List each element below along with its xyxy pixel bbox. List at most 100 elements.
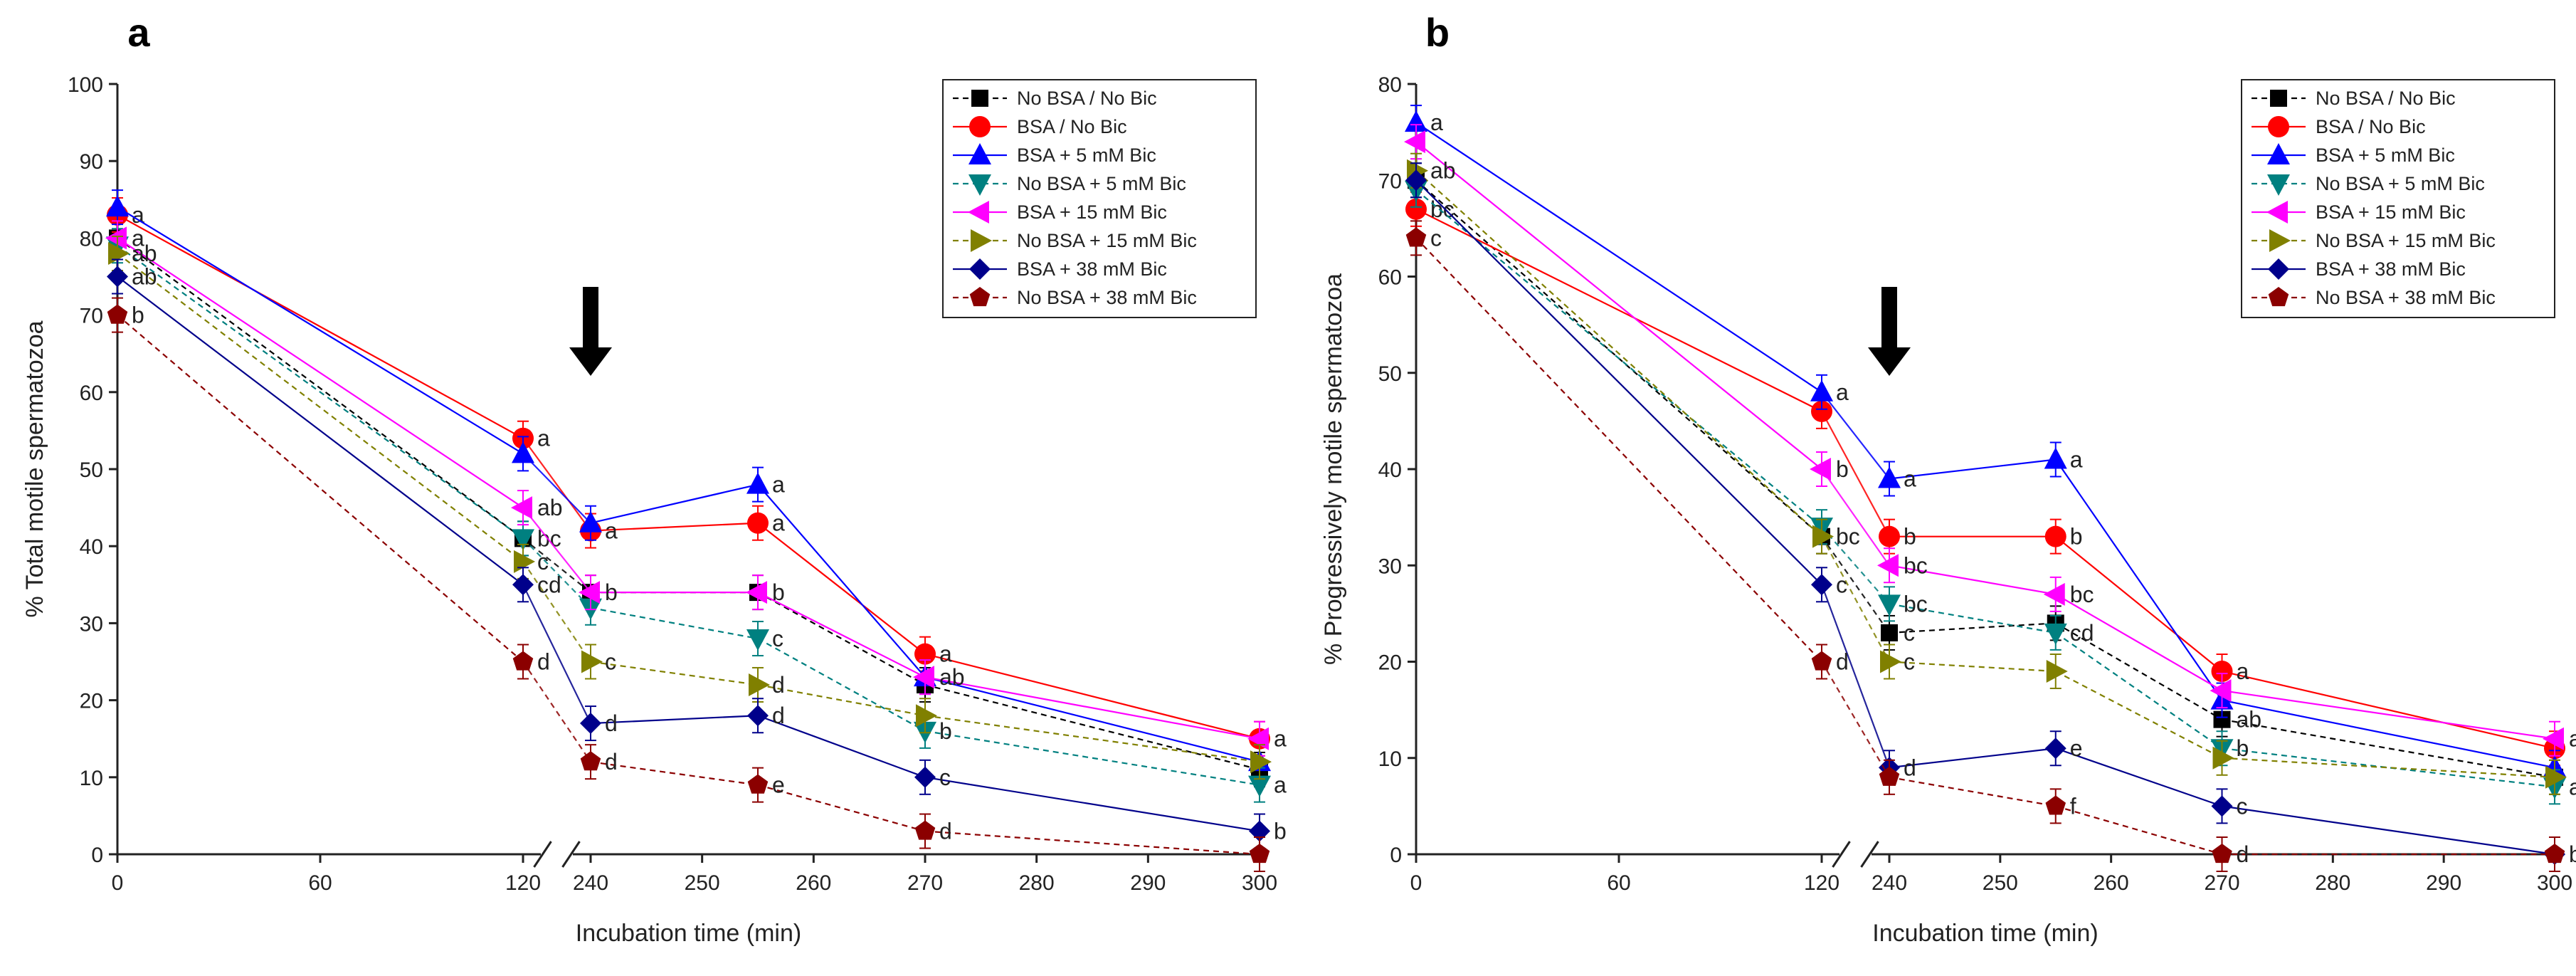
data-point bbox=[1811, 651, 1832, 671]
significance-label: c bbox=[1836, 572, 1847, 597]
legend-marker bbox=[2268, 116, 2289, 137]
legend-marker bbox=[2267, 174, 2290, 196]
significance-label: b bbox=[1904, 524, 1916, 550]
significance-label: ab bbox=[537, 495, 563, 520]
significance-label: c bbox=[1904, 649, 1915, 675]
significance-label: bc bbox=[2070, 582, 2094, 607]
series-line-segment bbox=[1889, 661, 2056, 673]
data-point bbox=[2044, 525, 2066, 547]
y-axis-title: % Progressively motile spermatozoa bbox=[1320, 273, 1347, 665]
series-line-segment bbox=[2222, 718, 2555, 778]
significance-label: d bbox=[537, 649, 550, 675]
series-line-segment bbox=[117, 314, 524, 663]
series-line-segment bbox=[757, 638, 926, 732]
data-point bbox=[747, 774, 769, 794]
data-point bbox=[1878, 466, 1901, 488]
data-point bbox=[107, 304, 128, 324]
legend-entry: BSA + 15 mM Bic bbox=[1017, 201, 1167, 223]
x-tick-label: 260 bbox=[2094, 871, 2129, 895]
y-tick-label: 10 bbox=[1378, 747, 1402, 771]
series-line-segment bbox=[2222, 805, 2555, 856]
data-point bbox=[1405, 227, 1427, 247]
significance-label: d bbox=[605, 710, 618, 736]
significance-label: b bbox=[772, 579, 785, 605]
data-point bbox=[512, 441, 534, 463]
x-tick-label: 280 bbox=[2315, 871, 2350, 895]
series-line-segment bbox=[522, 507, 591, 593]
legend-marker bbox=[969, 287, 991, 307]
data-point bbox=[512, 651, 534, 671]
y-tick-label: 50 bbox=[1378, 362, 1402, 386]
data-point bbox=[1880, 650, 1901, 673]
data-point bbox=[747, 512, 769, 534]
legend-entry: No BSA + 38 mM Bic bbox=[1017, 287, 1197, 308]
significance-label: a bbox=[1836, 379, 1849, 405]
series-line-segment bbox=[1821, 468, 1890, 566]
significance-label: b bbox=[132, 303, 144, 328]
y-tick-label: 10 bbox=[80, 767, 103, 790]
significance-label: b bbox=[2237, 735, 2249, 761]
series-line-segment bbox=[924, 676, 1260, 763]
data-point bbox=[1405, 169, 1427, 191]
series-line-segment bbox=[522, 661, 591, 762]
data-point bbox=[746, 472, 769, 494]
legend-entry: No BSA + 5 mM Bic bbox=[1017, 173, 1186, 194]
data-point bbox=[106, 195, 129, 217]
y-tick-label: 100 bbox=[68, 73, 103, 97]
arrow-down-icon bbox=[1868, 347, 1911, 376]
data-point bbox=[1404, 130, 1425, 154]
series-line-segment bbox=[757, 683, 926, 717]
significance-label: b bbox=[2070, 524, 2083, 550]
legend-entry: BSA / No Bic bbox=[2316, 116, 2426, 137]
series-line-segment bbox=[1415, 237, 1822, 663]
series-line-segment bbox=[1889, 458, 2056, 480]
significance-label: bc bbox=[1904, 552, 1928, 578]
significance-label: ab bbox=[1430, 158, 1456, 184]
significance-label: c bbox=[1904, 620, 1915, 646]
data-point bbox=[2044, 447, 2067, 469]
legend-entry: No BSA / No Bic bbox=[2316, 88, 2456, 109]
series-line-segment bbox=[522, 453, 591, 524]
data-point bbox=[916, 704, 937, 728]
legend-marker bbox=[968, 201, 989, 224]
legend-entry: No BSA / No Bic bbox=[1017, 88, 1157, 109]
y-tick-label: 0 bbox=[1390, 844, 1402, 867]
x-axis-title: Incubation time (min) bbox=[576, 920, 801, 947]
data-point bbox=[2212, 746, 2234, 770]
series-line-segment bbox=[1415, 169, 1822, 537]
data-point bbox=[2544, 844, 2565, 864]
data-point bbox=[1248, 775, 1271, 797]
y-tick-label: 30 bbox=[80, 612, 103, 636]
series-line-segment bbox=[2222, 699, 2555, 769]
significance-label: c bbox=[2237, 793, 2248, 819]
legend-marker bbox=[968, 143, 991, 164]
series-line-segment bbox=[1889, 747, 2056, 769]
significance-label: d bbox=[1904, 755, 1916, 780]
series-line-segment bbox=[757, 715, 926, 778]
x-tick-label: 270 bbox=[2204, 871, 2239, 895]
data-point bbox=[1879, 766, 1900, 786]
significance-label: a bbox=[132, 225, 144, 251]
series-line-segment bbox=[522, 537, 591, 609]
legend-marker bbox=[969, 116, 991, 137]
y-tick-label: 30 bbox=[1378, 555, 1402, 578]
series-triangle-up: a a a a bbox=[1405, 105, 2566, 786]
data-point bbox=[580, 751, 601, 771]
significance-label: e bbox=[772, 772, 785, 798]
significance-label: d bbox=[1836, 649, 1849, 675]
legend-marker bbox=[968, 174, 991, 196]
series-line-segment bbox=[757, 592, 926, 678]
x-tick-label: 60 bbox=[308, 871, 332, 895]
series-line-segment bbox=[522, 438, 591, 532]
series-line-segment bbox=[1889, 776, 2056, 807]
series-line-segment bbox=[2055, 632, 2223, 750]
series-line-segment bbox=[590, 483, 759, 524]
x-tick-label: 290 bbox=[2426, 871, 2461, 895]
series-line-segment bbox=[1889, 603, 2056, 634]
significance-label: a bbox=[1274, 772, 1287, 798]
data-point bbox=[514, 550, 535, 573]
data-point bbox=[2543, 727, 2564, 750]
arrow-down-icon bbox=[569, 347, 612, 376]
series-line-segment bbox=[1821, 526, 1890, 605]
significance-label: ab bbox=[2237, 707, 2262, 733]
